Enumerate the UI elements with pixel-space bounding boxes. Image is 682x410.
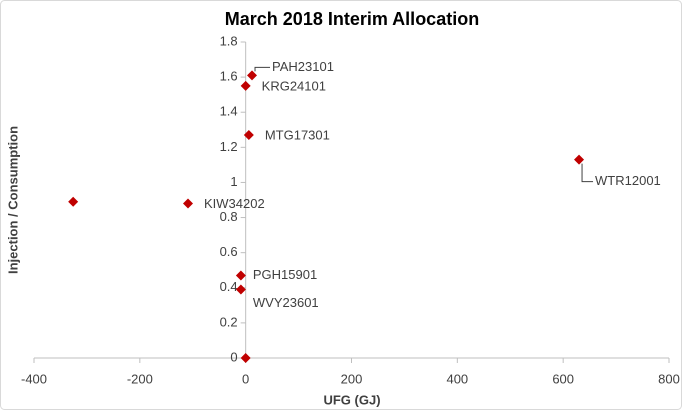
leader-line	[254, 66, 271, 72]
x-tick-label: 0	[242, 371, 249, 386]
x-tick-label: 600	[552, 371, 574, 386]
point-label: KIW34202	[204, 196, 265, 211]
point-label: PGH15901	[253, 267, 317, 282]
point	[240, 353, 251, 363]
y-tick-label: 1.6	[220, 69, 238, 84]
y-axis-title: Injection / Consumption	[5, 126, 20, 274]
y-tick-label: 1	[230, 174, 237, 189]
y-tick-label: 0.4	[220, 279, 238, 294]
point	[247, 70, 258, 81]
point	[574, 154, 585, 165]
leader-line	[581, 163, 594, 183]
y-tick-label: 0.8	[220, 209, 238, 224]
point	[243, 130, 254, 141]
y-tick-label: 0	[230, 349, 237, 364]
y-tick-label: 0.2	[220, 314, 238, 329]
x-tick-label: -200	[127, 371, 153, 386]
point-label: WTR12001	[595, 173, 661, 188]
x-tick-label: 200	[341, 371, 363, 386]
point	[240, 80, 251, 91]
y-tick-label: 0.6	[220, 244, 238, 259]
x-tick-label: -400	[21, 371, 47, 386]
point-label: MTG17301	[265, 127, 330, 142]
point-label: KRG24101	[262, 78, 326, 93]
x-tick-label: 800	[658, 371, 680, 386]
point	[235, 270, 246, 281]
point-label: PAH23101	[272, 59, 334, 74]
point	[235, 284, 246, 295]
y-tick-label: 1.8	[220, 33, 238, 48]
y-tick-label: 1.4	[220, 104, 238, 119]
y-tick-label: 1.2	[220, 139, 238, 154]
point	[182, 198, 193, 209]
x-axis-title: UFG (GJ)	[323, 392, 380, 407]
point-label: WVY23601	[253, 295, 319, 310]
point	[68, 196, 79, 207]
x-tick-label: 400	[446, 371, 468, 386]
chart-title: March 2018 Interim Allocation	[225, 9, 479, 29]
